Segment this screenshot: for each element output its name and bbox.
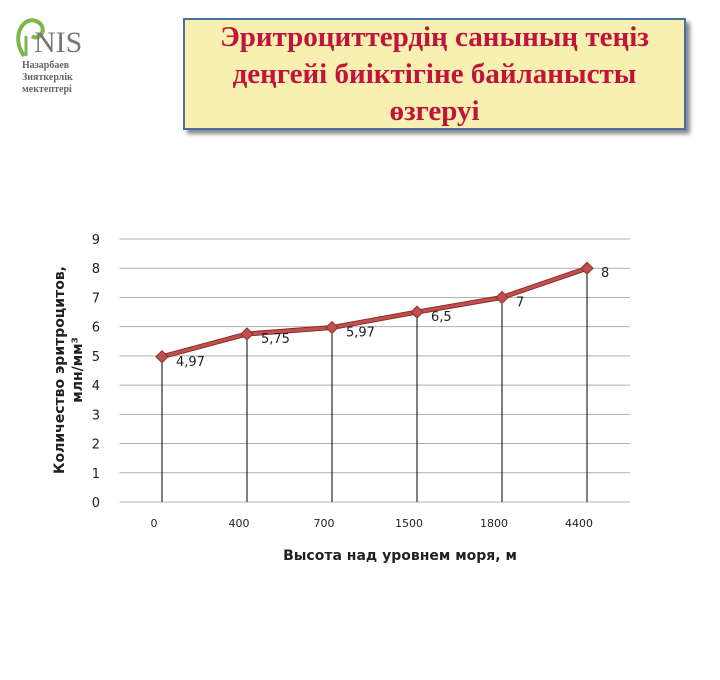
marker bbox=[325, 320, 339, 335]
y-axis-label: млн/мм³ bbox=[70, 337, 86, 403]
chart: Высота над уровнем моря, м Количество эр… bbox=[52, 233, 630, 564]
data-label: 6,5 bbox=[431, 310, 452, 325]
y-tick-label: 6 bbox=[92, 321, 100, 336]
x-axis-label: Высота над уровнем моря, м bbox=[283, 548, 517, 564]
logo-text: NIS bbox=[34, 26, 82, 59]
logo-icon bbox=[16, 18, 45, 58]
data-label: 5,75 bbox=[261, 332, 290, 347]
x-tick-label: 1500 bbox=[395, 517, 423, 530]
y-tick-label: 7 bbox=[92, 291, 100, 306]
y-tick-label: 0 bbox=[92, 496, 100, 511]
y-tick-label: 4 bbox=[92, 379, 100, 394]
y-tick-label: 9 bbox=[92, 233, 100, 248]
y-tick-label: 8 bbox=[92, 262, 100, 277]
x-tick-label: 4400 bbox=[565, 517, 593, 530]
y-tick-label: 3 bbox=[92, 408, 100, 423]
y-tick-label: 5 bbox=[92, 350, 100, 365]
title: Эритроциттердің санының теңіз деңгейі би… bbox=[183, 18, 686, 130]
slide: NIS Назарбаев Зияткерлік мектептері Эрит… bbox=[16, 18, 686, 564]
logo-sub: Назарбаев bbox=[22, 60, 70, 71]
line bbox=[161, 266, 588, 359]
data-label: 5,97 bbox=[346, 326, 375, 341]
marker bbox=[580, 261, 594, 275]
y-tick-label: 2 bbox=[92, 438, 100, 453]
x-tick-label: 400 bbox=[229, 517, 250, 530]
marker bbox=[495, 290, 509, 305]
logo-sub: мектептері bbox=[22, 84, 72, 95]
marker bbox=[410, 305, 424, 319]
data-label: 7 bbox=[516, 295, 524, 310]
logo-sub: Зияткерлік bbox=[22, 72, 73, 83]
line-outline bbox=[161, 265, 588, 360]
marker bbox=[240, 327, 254, 341]
x-tick-label: 0 bbox=[151, 517, 158, 530]
x-tick-label: 700 bbox=[314, 517, 335, 530]
y-tick-label: 1 bbox=[92, 467, 100, 482]
x-tick-label: 1800 bbox=[480, 517, 508, 530]
y-axis-label: Количество эритроцитов, bbox=[52, 266, 68, 474]
marker bbox=[155, 350, 169, 364]
data-label: 4,97 bbox=[176, 355, 205, 370]
logo: NIS Назарбаев Зияткерлік мектептері bbox=[16, 18, 82, 95]
data-label: 8 bbox=[601, 266, 609, 281]
